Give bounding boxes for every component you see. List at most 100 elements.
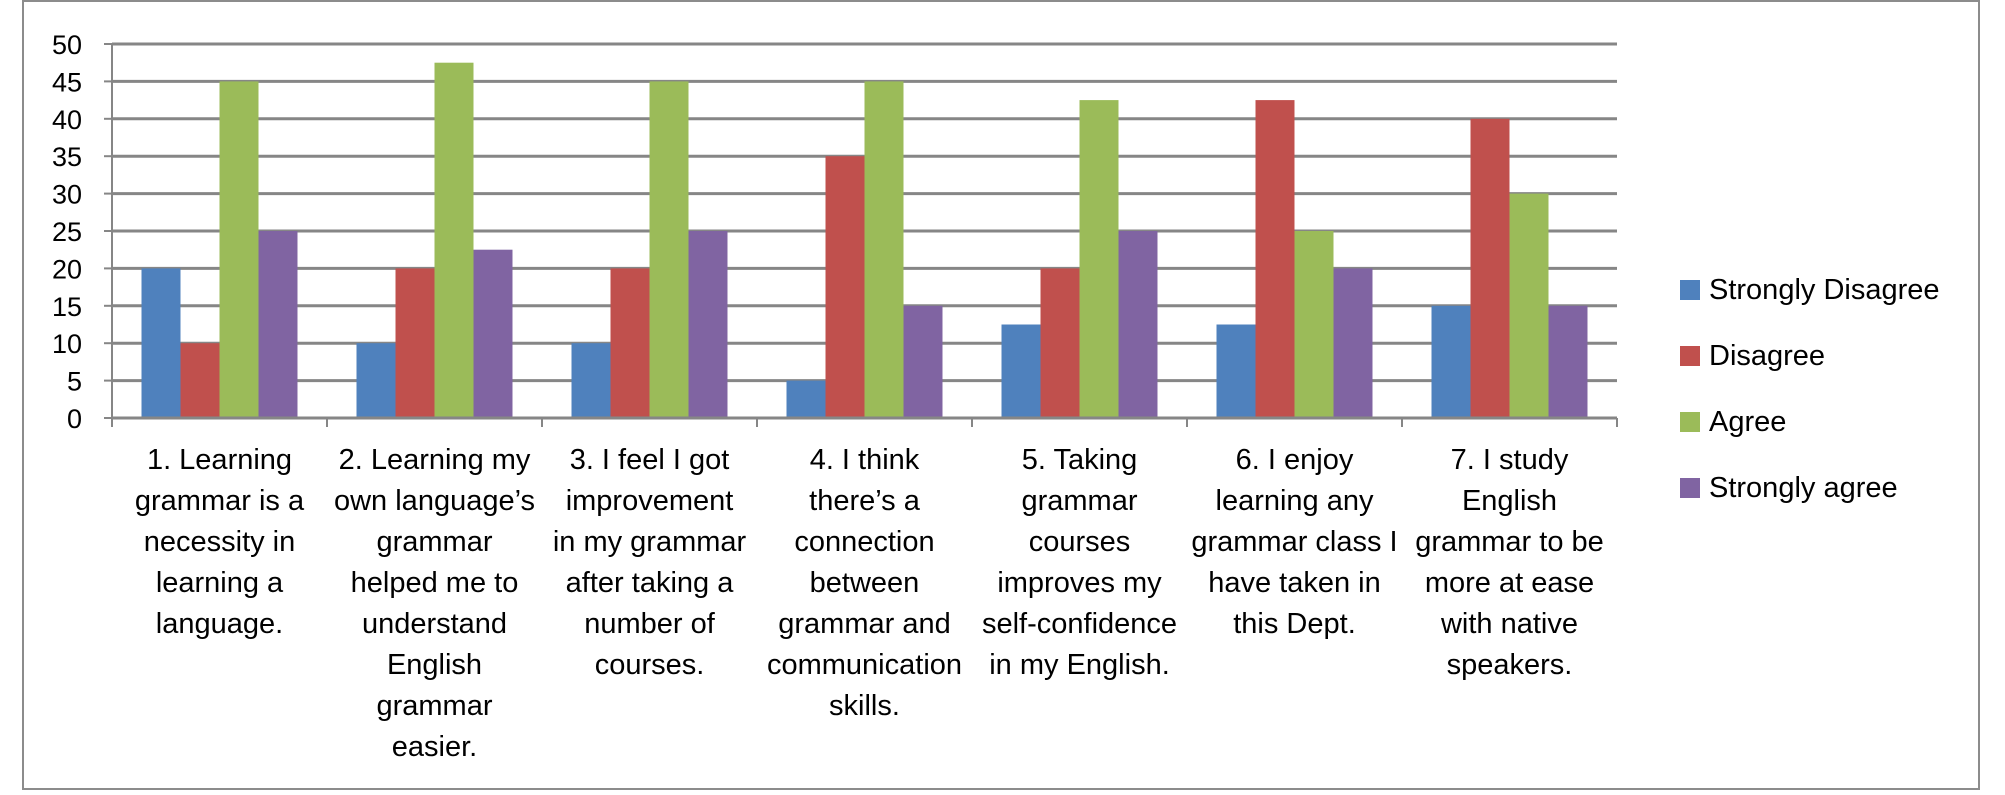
bar-disagree	[825, 156, 865, 418]
axes	[104, 43, 1618, 427]
legend-swatch	[1680, 412, 1700, 432]
x-tick-label: 5. Taking grammar courses improves my self-c…	[972, 440, 1187, 686]
x-tick-label-line: grammar	[1021, 485, 1138, 517]
x-tick-label-line: in my English.	[989, 649, 1170, 681]
x-tick-label: 7. I study English grammar to be more at ea…	[1402, 440, 1617, 686]
x-tick-label: 2. Learning my own language’s grammar helpe…	[327, 440, 542, 768]
legend-item: Strongly Disagree	[1680, 274, 1940, 307]
y-tick-labels: 0 5 10 15 20 25 30 35 40 45 50	[52, 30, 82, 434]
bar-strongly-disagree	[1216, 324, 1256, 418]
x-tick-label-line: in my grammar	[552, 526, 747, 558]
x-tick-label-line: helped me to	[350, 567, 519, 599]
x-tick-label-line: grammar is a	[134, 485, 305, 517]
x-tick-label-line: easier.	[391, 731, 478, 763]
x-tick-label-line: self-confidence	[981, 608, 1178, 640]
x-tick-label-line: with native	[1440, 608, 1578, 640]
bar-strongly-disagree	[571, 343, 611, 418]
legend-item: Agree	[1680, 406, 1786, 439]
chart-frame	[22, 0, 1980, 790]
bar-strongly-agree	[688, 231, 728, 418]
x-tick-label-line: 4. I think	[809, 444, 920, 476]
y-tick-label: 0	[67, 404, 82, 434]
bar-strongly-disagree	[356, 343, 396, 418]
bar-agree	[649, 81, 689, 419]
x-tick-label-line: communication	[766, 649, 963, 681]
bar-strongly-disagree	[1431, 305, 1471, 418]
x-tick-label-line: 5. Taking	[1021, 444, 1138, 476]
bar-strongly-disagree	[786, 380, 826, 418]
y-tick-label: 5	[67, 367, 82, 397]
x-tick-label-line: 6. I enjoy	[1235, 444, 1354, 476]
bars	[141, 62, 1588, 419]
y-tick-label: 45	[52, 67, 82, 97]
x-tick-label: 1. Learning grammar is a necessity in learn…	[112, 440, 327, 645]
bar-strongly-agree	[1333, 268, 1373, 418]
legend-item: Disagree	[1680, 340, 1825, 373]
x-tick-label-line: English	[386, 649, 483, 681]
bar-disagree	[180, 343, 220, 418]
x-tick-label-line: grammar	[376, 526, 493, 558]
x-tick-label-line: courses	[1028, 526, 1131, 558]
x-tick-label-line: this Dept.	[1233, 608, 1356, 640]
x-tick-label-line: there’s a	[809, 485, 920, 517]
x-tick-label: 4. I think there’s a connection between gram…	[757, 440, 972, 727]
x-tick-label-line: necessity in	[143, 526, 296, 558]
bar-disagree	[395, 268, 435, 418]
x-tick-label-line: more at ease	[1424, 567, 1595, 599]
x-tick-label-line: learning a	[155, 567, 284, 599]
bar-agree	[864, 81, 904, 419]
bar-agree	[1079, 100, 1119, 418]
legend-swatch	[1680, 478, 1700, 498]
y-tick-label: 35	[52, 142, 82, 172]
bar-disagree	[1255, 100, 1295, 418]
y-tick-label: 25	[52, 217, 82, 247]
bar-agree	[219, 81, 259, 419]
x-tick-label: 6. I enjoy learning any grammar class I hav…	[1187, 440, 1402, 645]
legend-label: Strongly agree	[1709, 472, 1898, 504]
x-tick-label-line: understand	[361, 608, 508, 640]
legend-label: Disagree	[1709, 340, 1826, 372]
x-tick-label-line: grammar to be	[1415, 526, 1604, 558]
bar-strongly-agree	[473, 249, 513, 418]
x-tick-label-line: learning any	[1215, 485, 1374, 517]
x-tick-label-line: skills.	[829, 690, 900, 722]
x-tick-label-line: improves my	[997, 567, 1162, 599]
y-tick-label: 20	[52, 254, 82, 284]
x-tick-label-line: 2. Learning my	[338, 444, 531, 476]
x-tick-label: 3. I feel I got improvement in my grammar a…	[542, 440, 757, 686]
x-tick-label-line: improvement	[565, 485, 734, 517]
x-tick-label-line: connection	[794, 526, 935, 558]
bar-agree	[1509, 193, 1549, 418]
y-tick-label: 10	[52, 329, 82, 359]
bar-strongly-disagree	[141, 268, 181, 418]
bar-strongly-agree	[258, 231, 298, 418]
bar-disagree	[1040, 268, 1080, 418]
x-tick-label-line: own language’s	[333, 485, 536, 517]
x-tick-label-line: English	[1461, 485, 1558, 517]
x-tick-label-line: after taking a	[565, 567, 734, 599]
bar-disagree	[1470, 118, 1510, 419]
x-tick-label-line: courses.	[594, 649, 705, 681]
bar-agree	[1294, 231, 1334, 418]
x-tick-label-line: grammar and	[778, 608, 951, 640]
x-tick-label-line: 1. Learning	[146, 444, 293, 476]
x-tick-label-line: between	[809, 567, 920, 599]
bar-agree	[434, 62, 474, 418]
bar-strongly-disagree	[1001, 324, 1041, 418]
x-tick-label-line: grammar class I	[1191, 526, 1398, 558]
x-tick-label-line: language.	[155, 608, 284, 640]
bar-strongly-agree	[1548, 305, 1588, 418]
legend-item: Strongly agree	[1680, 472, 1898, 505]
legend-label: Agree	[1709, 406, 1787, 438]
bar-disagree	[610, 268, 650, 418]
legend-swatch	[1680, 280, 1700, 300]
x-tick-label-line: have taken in	[1208, 567, 1381, 599]
x-tick-label-line: grammar	[376, 690, 493, 722]
y-tick-label: 30	[52, 180, 82, 210]
y-tick-label: 15	[52, 292, 82, 322]
y-tick-label: 40	[52, 105, 82, 135]
x-tick-label-line: 7. I study	[1450, 444, 1569, 476]
bar-strongly-agree	[903, 305, 943, 418]
legend-label: Strongly Disagree	[1709, 274, 1940, 306]
